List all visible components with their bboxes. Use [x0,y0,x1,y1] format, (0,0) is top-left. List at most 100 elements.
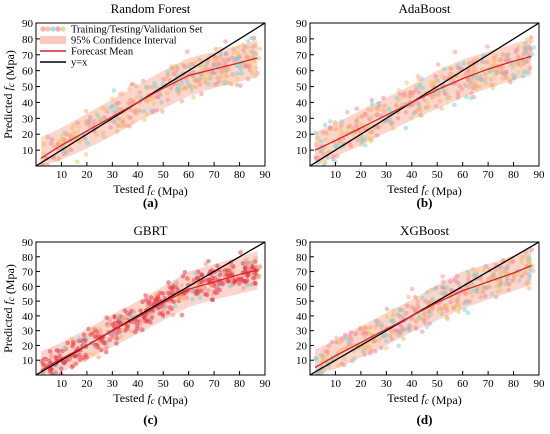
scatter-point [420,295,425,301]
scatter-point [321,162,326,166]
scatter-point [165,310,171,315]
scatter-point [75,129,81,134]
scatter-point [456,303,461,308]
scatter-point [326,343,332,349]
scatter-point [161,308,167,313]
scatter-point [494,283,500,289]
scatter-point [61,345,67,351]
scatter-point [141,78,146,84]
scatter-point [448,66,453,72]
scatter-point [463,83,468,88]
scatter-point [351,132,356,137]
x-tick-label: 50 [158,169,170,181]
scatter-point [362,345,368,350]
scatter-point [404,80,410,86]
scatter-point [530,51,535,57]
scatter-point [204,77,210,82]
scatter-point [333,159,338,165]
x-axis-title: Tested fc (Mpa) [113,391,188,407]
scatter-point [468,80,473,86]
y-tick-label: 30 [22,113,34,125]
scatter-point [526,44,531,50]
scatter-point [138,95,144,100]
scatter-point [134,320,139,326]
x-tick-label: 40 [406,378,418,390]
scatter-point [499,69,504,75]
panel-title-xgboost: XGBoost [400,223,450,238]
y-tick-label: 20 [22,340,34,352]
scatter-point [45,134,51,140]
scatter-point [87,119,92,125]
scatter-point [501,269,507,275]
y-tick-label: 70 [296,50,308,62]
scatter-point [493,294,499,300]
scatter-point [83,136,88,141]
scatter-point [480,289,486,295]
scatter-point [133,83,139,89]
scatter-point [320,130,326,135]
scatter-point [149,108,154,114]
scatter-point [235,55,241,61]
scatter-point [417,312,422,318]
scatter-point [397,307,402,313]
scatter-point [506,287,511,293]
x-tick-label: 40 [406,169,418,181]
scatter-point [129,308,134,314]
scatter-point [338,127,343,132]
scatter-point [448,299,453,305]
scatter-point [195,290,201,296]
scatter-point [389,336,395,342]
x-tick-label: 30 [381,169,393,181]
scatter-point [180,62,186,68]
x-tick-label: 10 [330,169,342,181]
x-tick-label: 20 [81,169,93,181]
scatter-point [383,338,389,344]
scatter-point [438,311,444,317]
scatter-point [491,67,497,73]
scatter-point [157,311,163,316]
scatter-point [170,312,176,318]
scatter-point [234,63,239,68]
x-tick-label: 50 [432,378,444,390]
scatter-point [193,59,198,65]
scatter-point [457,83,463,89]
scatter-point [55,142,61,147]
scatter-point [390,319,396,324]
scatter-point [224,272,230,277]
x-tick-label: 60 [457,169,469,181]
y-tick-label: 30 [296,113,308,125]
scatter-point [360,134,365,139]
scatter-point [142,117,147,123]
scatter-point [234,82,240,88]
scatter-point [149,84,155,90]
scatter-point [368,325,373,330]
x-tick-label: 90 [260,378,272,390]
y-tick-label: 10 [22,145,34,157]
scatter-point [130,81,135,87]
x-axis-title: Tested fc (Mpa) [387,391,462,407]
scatter-point [182,269,188,275]
forecast-mean-line [40,57,258,159]
scatter-point [494,70,500,75]
scatter-point [144,297,149,303]
legend-item: Forecast Mean [40,47,134,58]
scatter-point [91,351,96,356]
scatter-point [515,54,521,60]
scatter-point [490,85,495,91]
scatter-point [181,296,187,301]
scatter-point [464,300,470,306]
scatter-point [364,112,370,118]
x-tick-label: 10 [330,378,342,390]
scatter-point [155,94,161,100]
x-axis-title: Tested fc (Mpa) [387,182,462,198]
scatter-point [349,358,355,364]
scatter-point [500,52,506,57]
scatter-point [391,308,396,313]
scatter-point [117,320,123,325]
scatter-point [118,328,123,334]
scatter-point [342,356,347,361]
scatter-point [357,326,363,332]
scatter-point [368,136,374,142]
scatter-point [77,357,83,362]
scatter-point [362,325,368,331]
